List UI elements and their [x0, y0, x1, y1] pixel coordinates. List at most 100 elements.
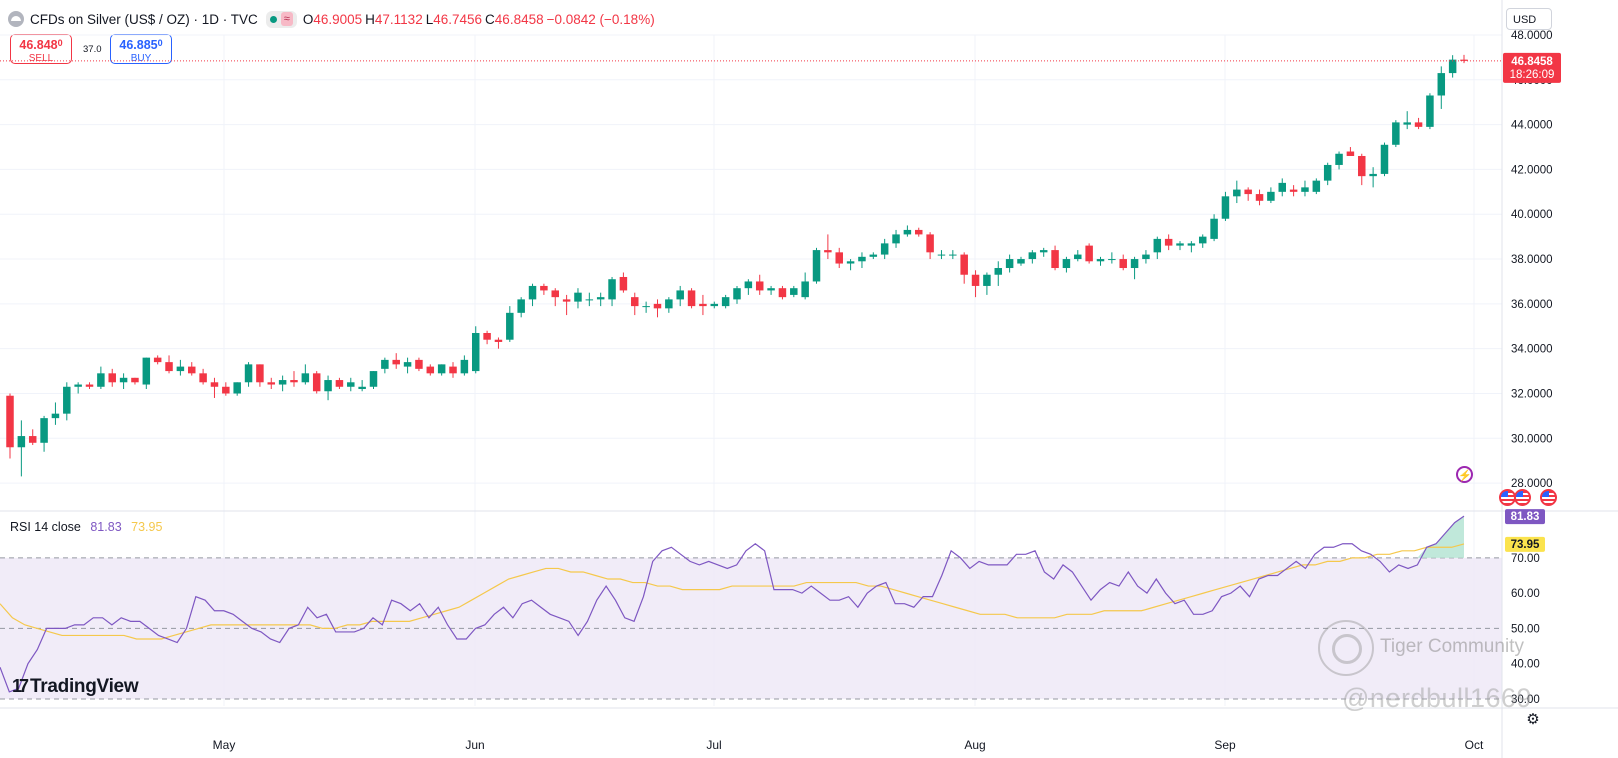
candle-body — [301, 373, 310, 383]
change-value: −0.0842 (−0.18%) — [546, 11, 655, 27]
candle-body — [551, 290, 559, 298]
rsi-legend[interactable]: RSI 14 close 81.83 73.95 — [10, 520, 162, 534]
candle-body — [937, 254, 946, 256]
candle-body — [85, 384, 94, 387]
x-tick-label: Aug — [964, 738, 985, 752]
rsi-ma-line — [0, 543, 1465, 640]
candle-body — [63, 386, 71, 414]
candle-body — [1198, 236, 1207, 244]
candle-body — [585, 299, 594, 301]
tradingview-mark-icon: 17 — [12, 676, 29, 696]
candle-body — [1153, 238, 1162, 253]
chart-header: CFDs on Silver (US$ / OZ) · 1D · TVC ≈ O… — [8, 9, 655, 29]
sell-button[interactable]: 46.8480 SELL — [10, 34, 72, 64]
candle-body — [278, 380, 287, 385]
candle-body — [1437, 73, 1446, 96]
candle-body — [733, 288, 741, 300]
candle-body — [1051, 250, 1059, 269]
candle-body — [244, 364, 253, 383]
rsi-grid — [0, 557, 1502, 700]
candle-body — [540, 285, 548, 291]
candle-body — [1062, 259, 1071, 269]
candle-body — [767, 288, 775, 291]
rsi-tick-label: 40.00 — [1511, 659, 1540, 671]
candle-body — [1074, 254, 1082, 260]
candle-body — [1278, 182, 1286, 192]
rsi-layer — [0, 515, 1465, 693]
candle-body — [835, 252, 843, 264]
candle-body — [1176, 243, 1184, 246]
candle-body — [642, 306, 650, 308]
candle-body — [699, 303, 707, 307]
candle-body — [801, 281, 809, 298]
handle-watermark: @nerdbull1669 — [1342, 683, 1533, 713]
candle-body — [983, 274, 991, 286]
candle-body — [119, 377, 128, 383]
y-tick-label: 48.0000 — [1511, 30, 1553, 42]
candle-body — [1164, 238, 1173, 246]
high-label: H — [365, 11, 375, 27]
low-value: 46.7456 — [433, 11, 483, 27]
candle-body — [1119, 259, 1127, 269]
candle-body — [233, 382, 241, 394]
rsi-label: RSI 14 close — [10, 520, 81, 534]
last-price-text: 46.8458 — [1511, 56, 1553, 68]
candle-body — [1369, 173, 1377, 177]
candle-body — [142, 357, 151, 385]
candle-body — [426, 366, 435, 374]
candle-body — [437, 364, 446, 374]
candle-body — [1210, 218, 1218, 239]
candle-body — [74, 384, 82, 387]
candle-body — [1221, 196, 1230, 219]
candle-body — [471, 332, 480, 372]
logo-text: TradingView — [30, 676, 139, 697]
x-tick-label: Jul — [706, 738, 721, 752]
rsi-ma-tag-text: 73.95 — [1511, 539, 1540, 551]
candle-body — [1005, 259, 1014, 269]
sell-label: SELL — [28, 53, 54, 64]
market-wave-icon: ≈ — [280, 12, 293, 26]
candle-body — [1255, 194, 1264, 201]
candle-body — [744, 281, 753, 289]
candle-body — [483, 332, 491, 340]
market-status-badge[interactable]: ≈ — [265, 10, 297, 28]
candle-body — [97, 373, 105, 387]
y-tick-label: 28.0000 — [1511, 478, 1553, 490]
candle-body — [347, 382, 355, 387]
candle-body — [1358, 155, 1366, 177]
candle-body — [778, 288, 787, 298]
symbol-title[interactable]: CFDs on Silver (US$ / OZ) · 1D · TVC — [30, 11, 258, 27]
y-tick-label: 42.0000 — [1511, 164, 1553, 176]
spread-value: 37.0 — [83, 44, 102, 55]
candle-body — [1380, 144, 1389, 174]
buy-button[interactable]: 46.8850 BUY — [110, 34, 172, 64]
candle-body — [846, 261, 855, 264]
candle-body — [1346, 151, 1355, 156]
candle-body — [1403, 122, 1411, 125]
tradingview-logo[interactable]: 17 TradingView — [12, 676, 139, 698]
candle-body — [1244, 189, 1252, 195]
candle-body — [574, 292, 582, 302]
candle-body — [903, 229, 912, 235]
candle-body — [1426, 95, 1434, 127]
candle-body — [517, 299, 525, 313]
candle-body — [199, 373, 207, 383]
candle-body — [358, 386, 366, 390]
currency-select[interactable]: USD — [1506, 8, 1552, 30]
candle-body — [1108, 259, 1116, 261]
candle-body — [108, 373, 116, 383]
gear-icon[interactable]: ⚙ — [1526, 711, 1540, 728]
candle-body — [949, 254, 957, 256]
buy-price-small: 0 — [157, 38, 163, 48]
candle-body — [665, 299, 673, 309]
x-tick-label: Jun — [465, 738, 484, 752]
rsi-ma-value: 73.95 — [131, 520, 163, 534]
us-flag-icon[interactable] — [1540, 489, 1557, 506]
lightning-icon[interactable]: ⚡ — [1456, 466, 1473, 483]
y-tick-label: 30.0000 — [1511, 433, 1553, 445]
price-grid — [0, 34, 1502, 706]
us-flag-icon[interactable] — [1514, 489, 1531, 506]
rsi-tag-text: 81.83 — [1511, 511, 1540, 523]
candle-body — [687, 290, 696, 307]
